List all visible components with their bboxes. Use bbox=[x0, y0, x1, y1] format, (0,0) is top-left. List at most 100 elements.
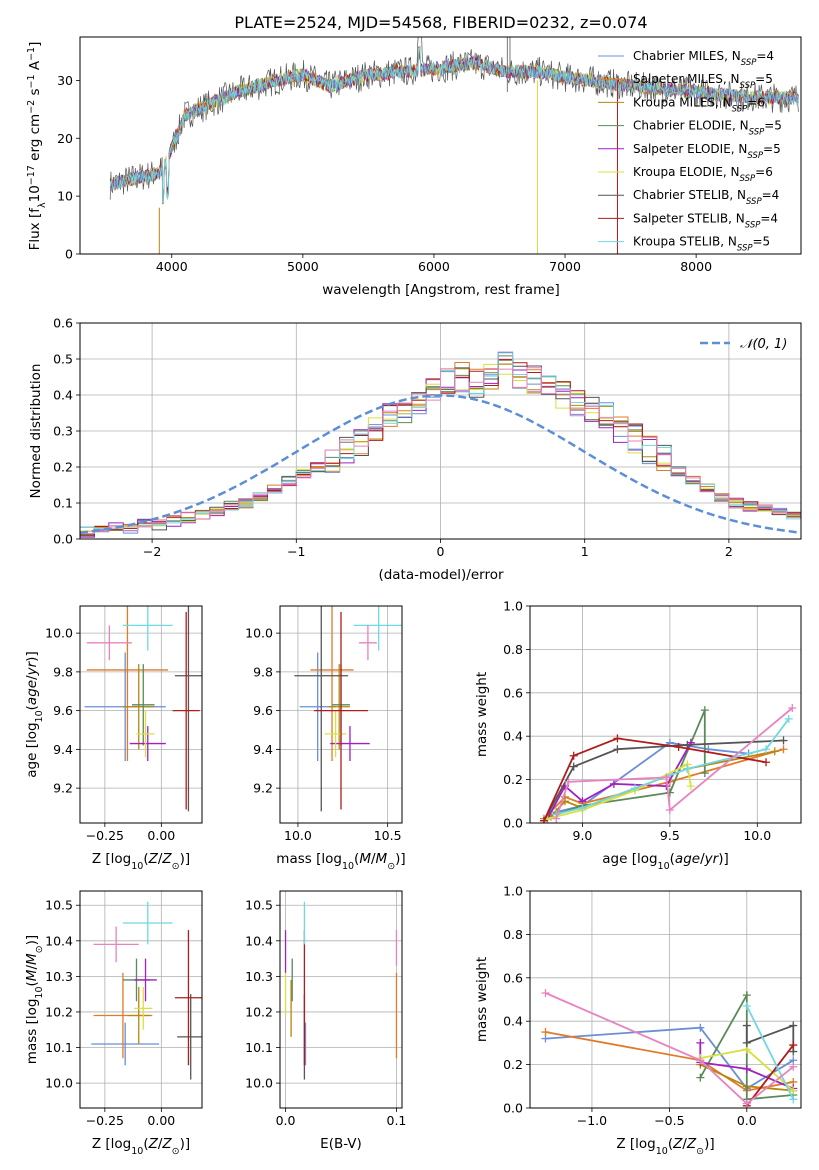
y-tick-label: 0.4 bbox=[53, 388, 73, 403]
y-tick-label: 1.0 bbox=[503, 884, 523, 899]
weight-marker bbox=[683, 740, 692, 749]
legend-entry: Chabrier MILES, NSSP=4 bbox=[633, 49, 774, 68]
weight-marker bbox=[789, 1086, 798, 1095]
weight-marker bbox=[779, 736, 788, 745]
legend-entry: Kroupa MILES, NSSP=6 bbox=[633, 95, 765, 114]
x-axis-label: E(B-V) bbox=[320, 1136, 362, 1152]
weight-marker bbox=[788, 703, 797, 712]
weight-marker bbox=[762, 758, 771, 767]
y-tick-label: 0.8 bbox=[503, 642, 523, 657]
x-tick-label: 10.0 bbox=[284, 828, 312, 843]
x-tick-label: −2 bbox=[143, 544, 161, 559]
weight-marker bbox=[609, 779, 618, 788]
y-tick-label: 0.3 bbox=[53, 424, 73, 439]
y-tick-label: 0.2 bbox=[53, 460, 73, 475]
x-tick-label: 5000 bbox=[287, 259, 319, 274]
y-tick-label: 10.5 bbox=[45, 898, 73, 913]
x-tick-label: 4000 bbox=[156, 259, 188, 274]
weight-marker bbox=[569, 751, 578, 760]
x-tick-label: 10.5 bbox=[374, 828, 402, 843]
y-axis-label: mass [log10(M/M⊙)] bbox=[24, 935, 45, 1064]
weight-marker bbox=[569, 762, 578, 771]
weight-marker bbox=[742, 1038, 751, 1047]
weight-marker bbox=[779, 745, 788, 754]
weight-marker bbox=[683, 764, 692, 773]
y-tick-label: 30 bbox=[57, 73, 73, 88]
weight-line-kroupa-stelib bbox=[555, 718, 790, 816]
weight-marker bbox=[630, 784, 639, 793]
spectrum-legend: Chabrier MILES, NSSP=4 Salpeter MILES, NS… bbox=[598, 49, 782, 254]
histogram-step-pink bbox=[80, 367, 801, 539]
weight-marker bbox=[742, 1064, 751, 1073]
weight-marker bbox=[742, 1021, 751, 1030]
y-tick-label: 0.4 bbox=[503, 729, 523, 744]
x-tick-label: 0.0 bbox=[737, 1113, 757, 1128]
age-vs-Z-plot-area bbox=[84, 606, 202, 812]
mass-vs-EBV-axes: 0.0 0.1 10.0 10.1 10.2 10.3 10.4 10.5 bbox=[245, 890, 406, 1128]
y-tick-label: 0.0 bbox=[503, 816, 523, 831]
age-vs-mass-axes: 10.0 10.5 9.2 9.4 9.6 9.8 10.0 mass [log10(M/M⊙… bbox=[245, 605, 406, 872]
weight-marker bbox=[700, 769, 709, 778]
axes-frame bbox=[79, 36, 802, 255]
x-axis-label: Z [log10(Z/Z⊙)] bbox=[92, 851, 190, 872]
y-tick-label: 0.4 bbox=[503, 1014, 523, 1029]
spectrum-plot-area bbox=[109, 37, 799, 254]
weight-marker bbox=[696, 1023, 705, 1032]
y-tick-label: 0 bbox=[65, 247, 73, 262]
y-axis-label: age [log10(age/yr)] bbox=[24, 651, 45, 777]
weight-marker bbox=[700, 706, 709, 715]
y-axis-label: mass weight bbox=[474, 957, 490, 1042]
weight-vs-Z-axes: −1.0 −0.5 0.0 0.0 0.2 0.4 0.6 0.8 1.0 Z [log10(Z/… bbox=[474, 884, 802, 1157]
weight-marker bbox=[541, 988, 550, 997]
weight-line-salpeter-elodie bbox=[546, 742, 692, 820]
legend-entry: Chabrier ELODIE, NSSP=5 bbox=[633, 119, 782, 138]
x-tick-label: 8000 bbox=[680, 259, 712, 274]
histogram-step-kroupa-stelib bbox=[80, 352, 801, 539]
mass-vs-Z-plot-area bbox=[91, 901, 202, 1080]
weight-marker bbox=[742, 1099, 751, 1108]
weight-line-salpeter-stelib bbox=[746, 1044, 795, 1107]
y-tick-label: 9.2 bbox=[253, 781, 273, 796]
y-tick-label: 9.6 bbox=[53, 703, 73, 718]
legend-entry: Chabrier STELIB, NSSP=4 bbox=[633, 188, 779, 207]
histogram-step-chabrier-elodie bbox=[80, 355, 801, 539]
y-tick-label: 9.2 bbox=[53, 781, 73, 796]
legend-entry: 𝒩(0, 1) bbox=[740, 337, 787, 352]
weight-marker bbox=[789, 1041, 798, 1050]
y-tick-label: 10.3 bbox=[45, 969, 73, 984]
y-tick-label: 10.4 bbox=[245, 933, 273, 948]
weight-marker bbox=[789, 1095, 798, 1104]
x-axis-label: age [log10(age/yr)] bbox=[602, 851, 728, 872]
y-tick-label: 9.8 bbox=[253, 664, 273, 679]
weight-marker bbox=[686, 782, 695, 791]
weight-marker bbox=[770, 747, 779, 756]
x-tick-label: 10.0 bbox=[743, 828, 771, 843]
y-axis-label: Normed distribution bbox=[28, 364, 44, 499]
legend-entry: Salpeter ELODIE, NSSP=5 bbox=[633, 142, 781, 161]
weight-marker bbox=[552, 814, 561, 823]
legend-entry: Kroupa ELODIE, NSSP=6 bbox=[633, 165, 773, 184]
axes-frame bbox=[279, 890, 403, 1109]
weight-marker bbox=[742, 1002, 751, 1011]
y-tick-label: 0.0 bbox=[53, 532, 73, 547]
weight-line-pink bbox=[545, 992, 794, 1105]
mass-vs-Z-axes: −0.25 0.00 10.0 10.1 10.2 10.3 10.4 10.5 Z [log1… bbox=[24, 890, 203, 1157]
x-tick-label: 2 bbox=[725, 544, 733, 559]
x-tick-label: 0.0 bbox=[276, 1113, 296, 1128]
y-tick-label: 10.2 bbox=[45, 1004, 73, 1019]
y-tick-label: 0.2 bbox=[503, 772, 523, 787]
weight-vs-age-plot-area bbox=[539, 703, 797, 823]
weight-marker bbox=[564, 777, 573, 786]
x-axis-label: wavelength [Angstrom, rest frame] bbox=[322, 282, 560, 298]
x-axis-label: mass [log10(M/M⊙)] bbox=[276, 851, 405, 872]
weight-vs-Z-plot-area bbox=[541, 988, 798, 1108]
weight-marker bbox=[662, 773, 671, 782]
x-tick-label: 9.5 bbox=[660, 828, 680, 843]
weight-marker bbox=[665, 805, 674, 814]
y-axis-label: Flux [fλ10−17 erg cm−2 s−1 A−1] bbox=[26, 42, 48, 251]
spectrum-axes: 4000 5000 6000 7000 8000 0 10 20 30 Chabrier MILE… bbox=[26, 36, 802, 298]
weight-marker bbox=[789, 1021, 798, 1030]
weight-marker bbox=[541, 1028, 550, 1037]
y-tick-label: 10 bbox=[57, 189, 73, 204]
x-tick-label: −1.0 bbox=[577, 1113, 607, 1128]
